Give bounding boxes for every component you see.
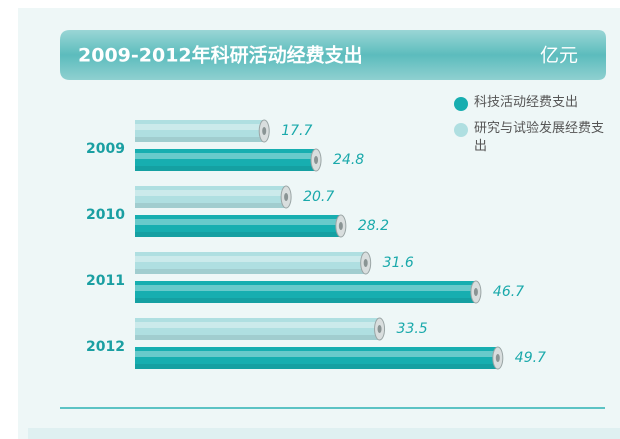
value-label: 49.7 (515, 350, 546, 366)
bar-cap-core (377, 325, 382, 333)
bar (135, 347, 498, 369)
bar-cap-core (262, 127, 267, 135)
legend-label: 科技活动经费支出 (474, 95, 579, 110)
title-banner (60, 30, 606, 80)
legend-swatch (454, 123, 468, 137)
bar-shade (135, 137, 265, 142)
y-tick-label: 2010 (86, 207, 125, 223)
bar-highlight (135, 219, 341, 225)
chart-title: 2009-2012年科研活动经费支出 (78, 44, 363, 67)
bar-highlight (135, 190, 287, 196)
bottom-strip (28, 428, 620, 439)
bar (135, 318, 380, 340)
bar (135, 252, 366, 274)
value-label: 33.5 (397, 321, 428, 337)
bar (135, 281, 476, 303)
bar-shade (135, 203, 287, 208)
bar-cap-core (284, 193, 289, 201)
bar-cap-core (495, 354, 500, 362)
bar (135, 120, 265, 142)
y-tick-label: 2009 (86, 141, 125, 157)
bar-highlight (135, 322, 380, 328)
legend-swatch (454, 97, 468, 111)
value-label: 28.2 (358, 218, 389, 234)
bar-cap-core (363, 259, 368, 267)
bar-shade (135, 298, 476, 303)
bar (135, 186, 287, 208)
value-label: 20.7 (303, 189, 334, 205)
legend-item: 研究与试验发展经费支出 (474, 121, 605, 154)
bar-cap-core (314, 156, 319, 164)
bar-shade (135, 166, 317, 171)
bar-shade (135, 335, 380, 340)
bar-cap-core (338, 222, 343, 230)
value-label: 17.7 (281, 123, 312, 139)
value-label: 46.7 (493, 284, 524, 300)
bar-cap-core (473, 288, 478, 296)
bar-shade (135, 364, 498, 369)
bar (135, 215, 341, 237)
y-tick-label: 2011 (86, 273, 125, 289)
value-label: 24.8 (333, 152, 364, 168)
bar-shade (135, 232, 341, 237)
bar (135, 149, 317, 171)
bar-highlight (135, 285, 476, 291)
bar-highlight (135, 256, 366, 262)
bar-highlight (135, 124, 265, 130)
legend-item: 科技活动经费支出 (474, 95, 579, 110)
bar-shade (135, 269, 366, 274)
unit-label: 亿元 (540, 45, 578, 67)
bar-highlight (135, 351, 498, 357)
legend-label: 研究与试验发展经费支出 (474, 121, 605, 154)
y-tick-label: 2012 (86, 339, 125, 355)
value-label: 31.6 (383, 255, 414, 271)
bar-highlight (135, 153, 317, 159)
